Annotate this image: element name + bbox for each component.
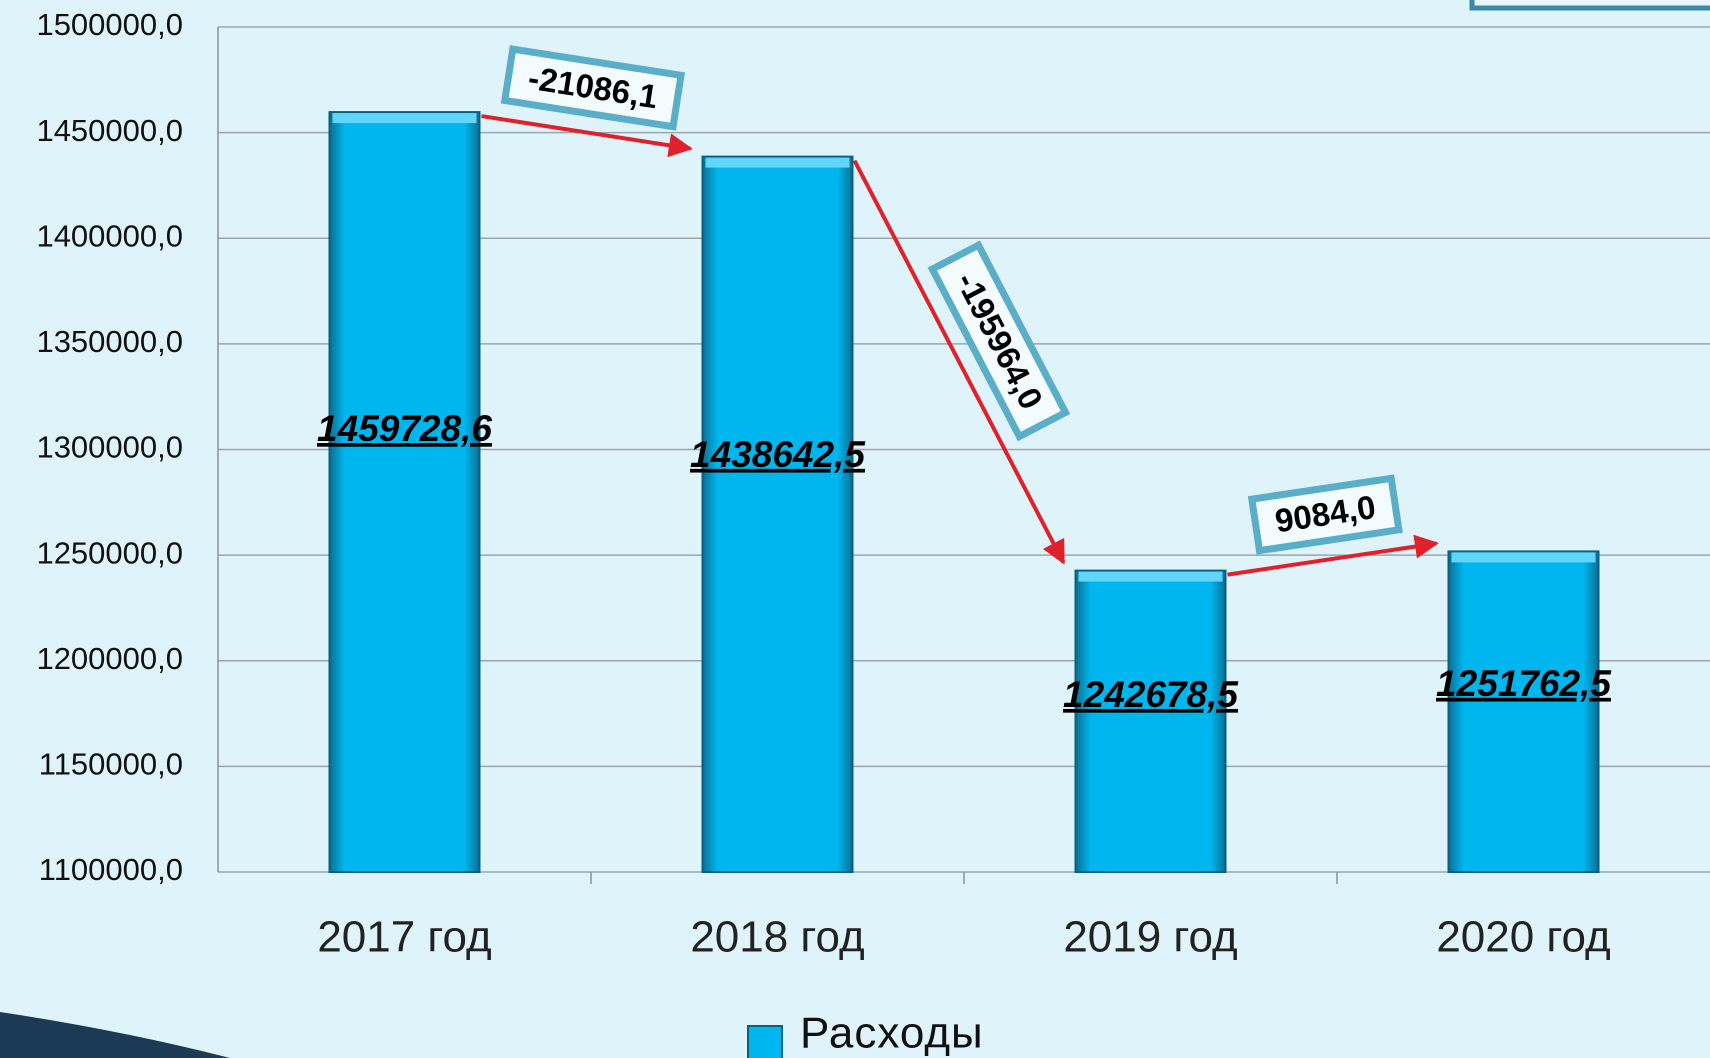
bar xyxy=(1074,569,1227,873)
change-arrow xyxy=(1227,534,1439,577)
y-tick-label: 1150000,0 xyxy=(39,747,183,782)
legend-swatch xyxy=(747,1025,783,1058)
bar-top xyxy=(1451,552,1596,563)
x-tick-label: 2019 год xyxy=(1063,913,1237,962)
value-label: 1251762,5 xyxy=(1436,663,1612,704)
x-tick-label: 2018 год xyxy=(690,913,864,962)
change-box xyxy=(927,240,1071,442)
y-tick-label: 1100000,0 xyxy=(39,852,183,887)
change-label: 9084,0 xyxy=(1247,474,1403,555)
change-arrow xyxy=(852,159,1066,565)
bar-top xyxy=(332,113,477,124)
y-tick-label: 1250000,0 xyxy=(36,535,183,570)
value-label: 1459728,6 xyxy=(317,408,492,449)
y-tick-label: 1500000,0 xyxy=(36,7,183,42)
y-tick-label: 1450000,0 xyxy=(36,113,183,148)
bar-top xyxy=(1078,571,1223,582)
y-tick-label: 1350000,0 xyxy=(36,324,183,359)
value-label: 1242678,5 xyxy=(1063,674,1239,715)
y-tick-label: 1300000,0 xyxy=(36,430,183,465)
value-label: 1438642,5 xyxy=(690,434,866,475)
corner-box xyxy=(1469,0,1710,11)
change-box xyxy=(1247,474,1403,555)
y-tick-label: 1200000,0 xyxy=(36,641,183,676)
legend-label: Расходы xyxy=(800,1009,984,1058)
bar xyxy=(701,155,854,873)
x-tick-label: 2020 год xyxy=(1436,913,1610,962)
change-label: -195964,0 xyxy=(927,240,1071,442)
x-tick-label: 2017 год xyxy=(317,913,491,962)
change-arrow xyxy=(481,114,693,158)
y-tick-label: 1400000,0 xyxy=(36,218,183,253)
bar xyxy=(1447,550,1600,873)
bar-top xyxy=(705,157,850,168)
change-label: -21086,1 xyxy=(500,45,686,131)
decoration xyxy=(0,1012,230,1058)
change-box xyxy=(500,45,686,131)
bar xyxy=(328,111,481,874)
